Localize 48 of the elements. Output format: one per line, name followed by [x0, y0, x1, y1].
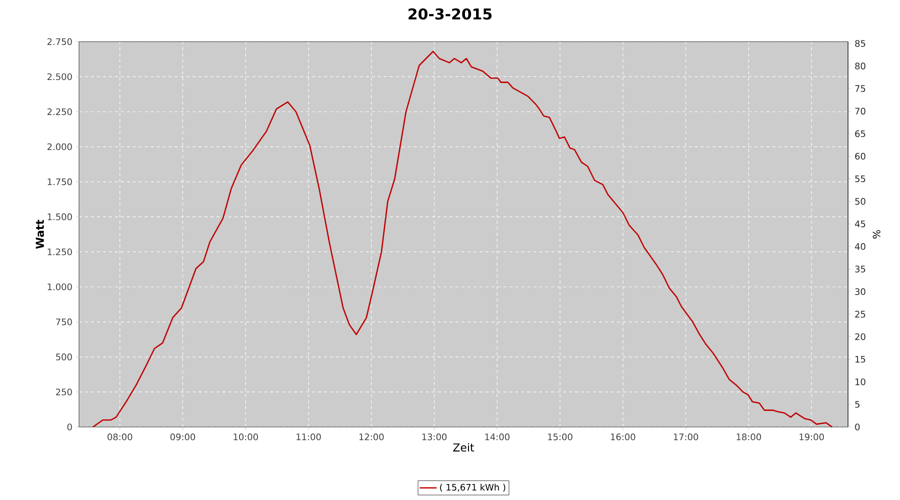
y2-axis-title: %: [872, 230, 880, 239]
x-tick-label: 16:00: [610, 434, 636, 440]
y2-tick-label: 70: [855, 108, 866, 115]
y2-tick-label: 75: [855, 85, 866, 92]
y-tick-label: 750: [56, 318, 72, 326]
x-tick-label: 17:00: [674, 434, 698, 440]
y2-tick-label: 30: [855, 288, 866, 296]
y-tick-label: 2.250: [47, 108, 72, 116]
y2-tick-label: 55: [855, 176, 866, 182]
x-tick-label: 13:00: [422, 434, 447, 440]
y-tick-label: 2.750: [47, 38, 72, 46]
y2-tick-label: 80: [855, 62, 866, 70]
y2-tick-label: 85: [855, 40, 866, 47]
y-tick-label: 1.250: [48, 248, 72, 256]
y2-tick-label: 45: [854, 220, 866, 228]
y2-tick-label: 50: [855, 198, 866, 205]
y2-tick-label: 20: [855, 333, 866, 340]
y2-tick-label: 0: [855, 424, 860, 430]
x-tick-label: 12:00: [359, 434, 384, 440]
line-series: [92, 50, 833, 427]
x-tick-label: 11:00: [296, 434, 321, 440]
y2-tick-label: 35: [855, 266, 866, 272]
y-axis-title: Watt: [36, 220, 44, 249]
y-tick-label: 1.750: [48, 178, 72, 186]
y-tick-label: 1.500: [48, 213, 72, 220]
x-tick-label: 08:00: [108, 434, 132, 440]
y2-tick-label: 10: [856, 378, 866, 386]
x-tick-label: 15:00: [548, 434, 572, 440]
y2-tick-label: 15: [856, 356, 866, 363]
y-tick-label: 0: [67, 424, 72, 430]
y-tick-label: 250: [56, 388, 72, 396]
x-tick-label: 14:00: [485, 434, 510, 440]
y-tick-label: 2.000: [47, 143, 72, 150]
y2-tick-label: 5: [855, 401, 860, 408]
y-tick-label: 1.000: [48, 283, 72, 290]
x-tick-label: 19:00: [800, 434, 824, 440]
x-tick-label: 10:00: [234, 434, 258, 440]
y-tick-label: 2.500: [47, 73, 72, 80]
y2-tick-label: 40: [854, 243, 866, 250]
y-tick-label: 500: [56, 354, 72, 360]
y2-tick-label: 60: [855, 152, 866, 160]
x-tick-label: 18:00: [736, 434, 761, 440]
legend-label: ( 15,671 kWh ): [440, 484, 506, 492]
x-tick-label: 09:00: [170, 434, 196, 440]
y2-tick-label: 25: [855, 310, 866, 318]
x-axis-title: Zeit: [453, 443, 474, 452]
y2-tick-label: 65: [855, 130, 866, 138]
chart-title: 20-3-2015: [408, 8, 492, 20]
